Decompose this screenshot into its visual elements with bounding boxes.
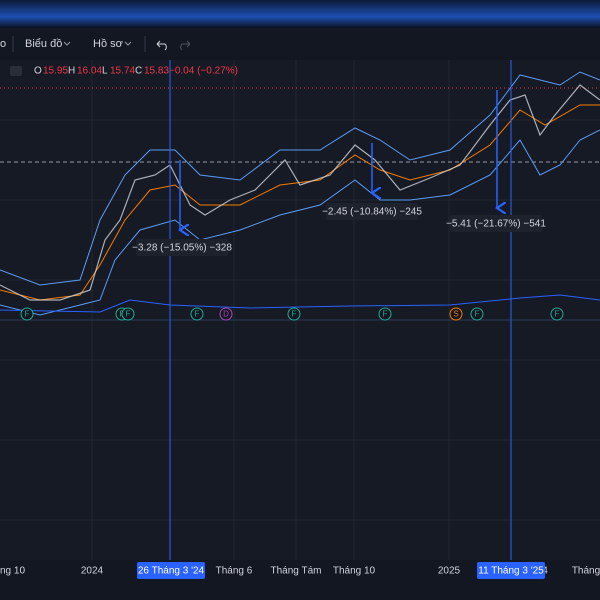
legend-value: 16.04 bbox=[77, 66, 102, 77]
chart-area bbox=[0, 60, 600, 560]
event-letter: F bbox=[475, 310, 480, 319]
event-marker[interactable] bbox=[287, 307, 301, 321]
event-letter: F bbox=[195, 310, 200, 319]
legend-label: O bbox=[34, 66, 42, 77]
measure-box bbox=[136, 239, 228, 256]
title-bar bbox=[0, 0, 600, 28]
event-marker[interactable] bbox=[20, 307, 34, 321]
bollinger-upper bbox=[0, 71, 600, 286]
legend-value: 15.83 bbox=[144, 66, 169, 77]
time-label: 2024 bbox=[81, 566, 104, 577]
event-marker[interactable] bbox=[190, 307, 204, 321]
event-letter: S bbox=[453, 310, 458, 319]
time-label: Tháng 6 bbox=[216, 566, 253, 577]
event-letter: D bbox=[223, 310, 229, 319]
time-label: 2025 bbox=[438, 566, 461, 577]
event-marker[interactable] bbox=[121, 307, 135, 321]
time-highlight bbox=[137, 562, 205, 579]
legend-label: L bbox=[102, 66, 108, 77]
toolbar-item[interactable]: o bbox=[0, 38, 6, 50]
event-markers: FFFFDFFSFF bbox=[20, 307, 564, 321]
toolbar bbox=[0, 28, 600, 60]
measure-label: −3.28 (−15.05%) −328 bbox=[132, 243, 232, 254]
volume-ma bbox=[0, 294, 600, 313]
legend-label: C bbox=[135, 66, 142, 77]
ohlc-legend: O 15.95 H 16.04 L 15.74 C 15.83 −0.04 (−… bbox=[34, 66, 238, 77]
event-letter: F bbox=[25, 310, 30, 319]
event-marker[interactable] bbox=[378, 307, 392, 321]
legend-label: H bbox=[68, 66, 75, 77]
moving-average bbox=[0, 104, 600, 301]
event-marker[interactable] bbox=[550, 307, 564, 321]
time-label: Tháng bbox=[572, 566, 600, 577]
event-marker[interactable] bbox=[470, 307, 484, 321]
event-marker[interactable] bbox=[219, 307, 233, 321]
time-label: Tháng Tám bbox=[271, 566, 322, 577]
time-highlight bbox=[477, 562, 545, 579]
measure-box bbox=[326, 203, 418, 220]
event-letter: F bbox=[292, 310, 297, 319]
bollinger-lower bbox=[0, 129, 600, 316]
undo[interactable] bbox=[156, 40, 167, 51]
time-highlight-label: 11 Tháng 3 '25 bbox=[478, 566, 544, 577]
price-series bbox=[0, 84, 600, 301]
time-axis-labels: ng 10 2024 Tháng 6 Tháng Tám Tháng 10 2025 4 Th… bbox=[0, 562, 600, 579]
measure-label: −5.41 (−21.67%) −541 bbox=[446, 219, 546, 230]
chevron bbox=[63, 41, 71, 46]
collapse-button[interactable] bbox=[10, 66, 22, 76]
redo[interactable] bbox=[180, 40, 191, 51]
time-label: Tháng 10 bbox=[333, 566, 376, 577]
toolbar-item[interactable]: Biểu đồ bbox=[25, 38, 62, 50]
toolbar-item[interactable]: Hồ sơ bbox=[93, 38, 123, 50]
measure-label: −2.45 (−10.84%) −245 bbox=[322, 207, 422, 218]
measure-box bbox=[450, 215, 542, 232]
grid bbox=[0, 60, 600, 560]
event-marker[interactable] bbox=[449, 307, 463, 321]
legend-value: 15.74 bbox=[110, 66, 135, 77]
legend-value: 15.95 bbox=[43, 66, 68, 77]
legend-change: −0.04 (−0.27%) bbox=[169, 66, 238, 77]
event-letter: F bbox=[126, 310, 131, 319]
time-label: ng 10 bbox=[0, 566, 25, 577]
time-label: 4 bbox=[542, 566, 548, 577]
event-letter: F bbox=[383, 310, 388, 319]
time-highlight-label: 26 Tháng 3 '24 bbox=[138, 566, 205, 577]
chevron bbox=[124, 41, 132, 46]
event-letter: F bbox=[555, 310, 560, 319]
